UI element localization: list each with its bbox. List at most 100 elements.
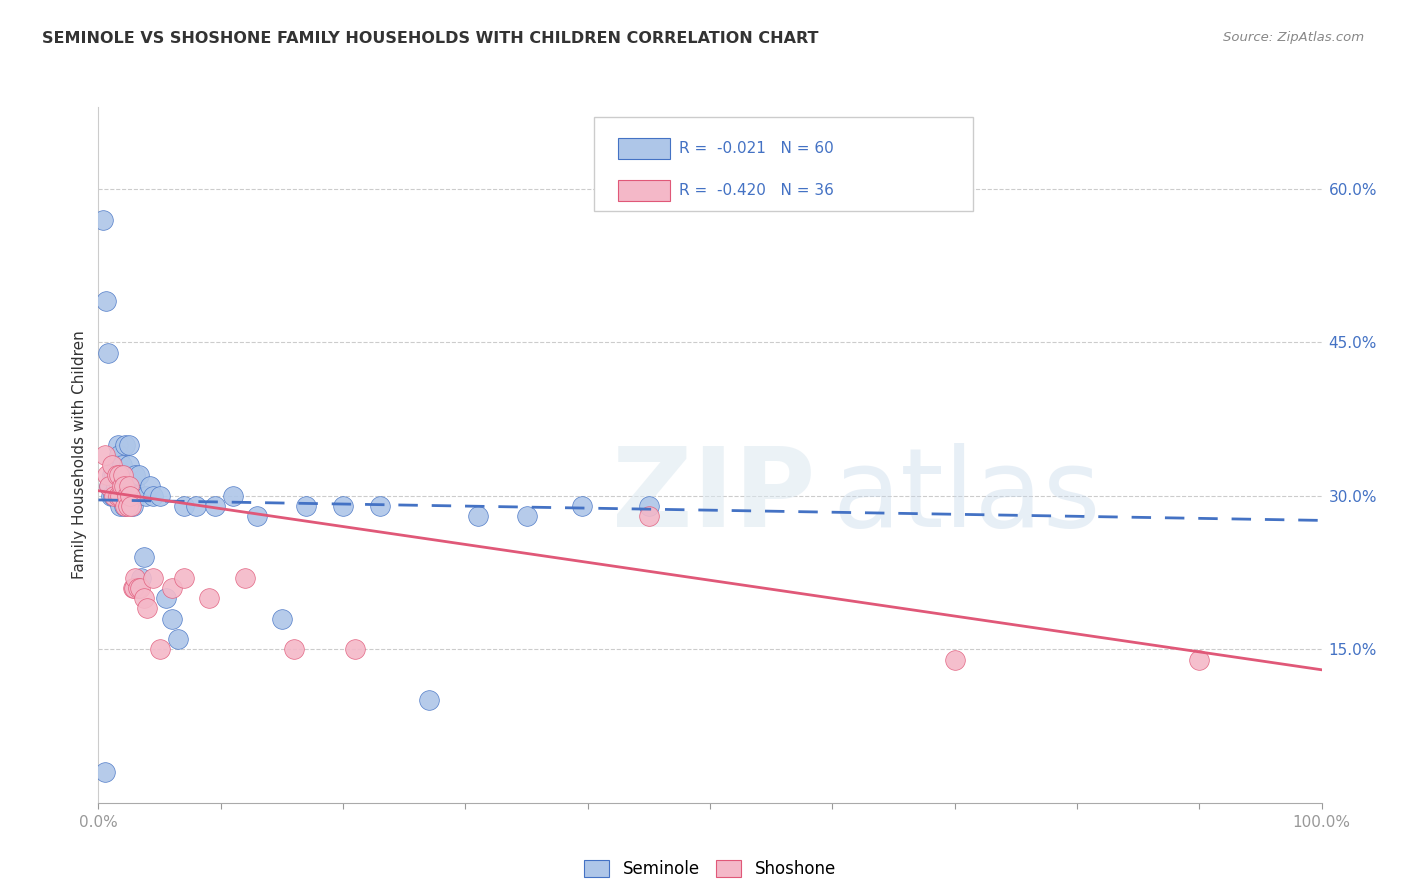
Point (135, 489, 157, 503)
Point (118, 438, 141, 452)
Point (571, 499, 593, 513)
Point (160, 581, 183, 595)
Point (111, 478, 134, 492)
Point (107, 489, 129, 503)
Point (104, 478, 127, 492)
Point (515, 509, 537, 524)
Point (93, 448, 115, 462)
Point (111, 468, 134, 483)
Point (110, 489, 132, 503)
Point (129, 571, 152, 585)
Point (120, 478, 142, 492)
Legend: Seminole, Shoshone: Seminole, Shoshone (578, 854, 842, 885)
Point (118, 458, 141, 472)
Point (418, 693, 440, 707)
Point (233, 571, 256, 585)
Point (125, 489, 148, 503)
Point (283, 642, 305, 657)
Point (117, 499, 139, 513)
Bar (619, 138, 669, 159)
Point (110, 489, 132, 503)
Point (246, 509, 269, 524)
Point (94, 294, 117, 309)
Point (101, 468, 124, 483)
Point (173, 499, 195, 513)
Text: Source: ZipAtlas.com: Source: ZipAtlas.com (1223, 31, 1364, 45)
Text: ZIP: ZIP (612, 443, 815, 550)
Point (120, 489, 142, 503)
Point (112, 499, 135, 513)
Point (114, 499, 136, 513)
Point (1188, 652, 1211, 666)
Point (638, 499, 661, 513)
Text: SEMINOLE VS SHOSHONE FAMILY HOUSEHOLDS WITH CHILDREN CORRELATION CHART: SEMINOLE VS SHOSHONE FAMILY HOUSEHOLDS W… (42, 31, 818, 46)
Point (103, 468, 125, 483)
Point (115, 489, 138, 503)
Point (149, 642, 172, 657)
Point (110, 499, 132, 513)
Point (101, 489, 124, 503)
Point (120, 489, 142, 503)
Point (332, 499, 354, 513)
Point (155, 591, 177, 606)
Point (108, 468, 131, 483)
Point (111, 489, 134, 503)
Point (638, 509, 661, 524)
Point (108, 448, 131, 462)
Point (103, 489, 125, 503)
Point (105, 468, 128, 483)
Point (222, 489, 245, 503)
Point (120, 499, 142, 513)
Point (127, 581, 149, 595)
Point (98, 478, 121, 492)
Point (142, 571, 165, 585)
Point (105, 489, 128, 503)
Point (91, 212, 114, 227)
Point (107, 468, 129, 483)
Point (129, 581, 152, 595)
Point (467, 509, 489, 524)
Point (167, 632, 190, 646)
Point (186, 499, 208, 513)
Point (270, 612, 294, 626)
Point (98, 478, 121, 492)
Point (173, 571, 195, 585)
Point (139, 478, 162, 492)
Point (121, 499, 143, 513)
Point (160, 612, 183, 626)
Point (100, 489, 122, 503)
Point (122, 581, 145, 595)
Point (149, 489, 172, 503)
Point (121, 581, 143, 595)
Point (97, 345, 120, 359)
Point (111, 478, 134, 492)
Point (132, 591, 155, 606)
Text: R =  -0.021   N = 60: R = -0.021 N = 60 (679, 141, 834, 156)
Point (118, 478, 141, 492)
Point (114, 438, 136, 452)
Point (112, 489, 135, 503)
Point (197, 591, 219, 606)
Point (112, 478, 135, 492)
Point (142, 489, 165, 503)
Point (128, 468, 150, 483)
Point (368, 499, 391, 513)
Text: atlas: atlas (832, 443, 1101, 550)
Point (132, 550, 155, 565)
Point (111, 458, 134, 472)
Point (111, 468, 134, 483)
Point (122, 478, 145, 492)
Point (107, 438, 129, 452)
Point (943, 652, 966, 666)
Point (124, 468, 146, 483)
Y-axis label: Family Households with Children: Family Households with Children (72, 331, 87, 579)
Point (114, 468, 136, 483)
Point (108, 478, 131, 492)
Bar (619, 180, 669, 201)
Point (101, 458, 124, 472)
FancyBboxPatch shape (593, 118, 973, 211)
Point (136, 601, 159, 615)
Point (115, 478, 138, 492)
Point (204, 499, 226, 513)
Text: R =  -0.420   N = 36: R = -0.420 N = 36 (679, 183, 834, 198)
